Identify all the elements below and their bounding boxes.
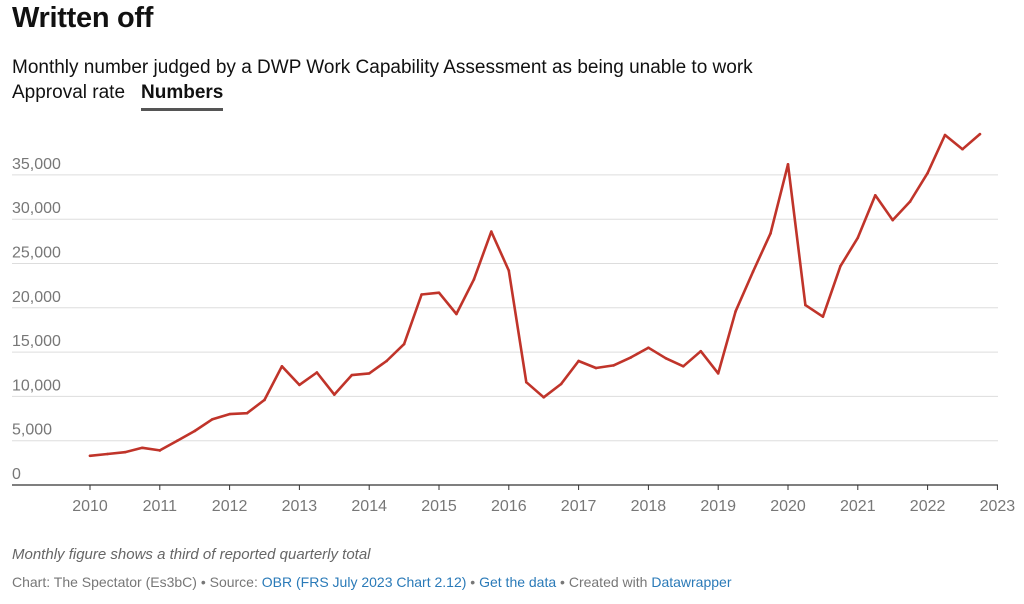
x-tick-label: 2020 — [770, 498, 806, 515]
data-point — [629, 356, 633, 359]
y-tick-label: 10,000 — [12, 377, 61, 394]
data-point — [141, 446, 144, 450]
series-line — [88, 132, 982, 458]
data-point — [647, 346, 650, 349]
data-point — [577, 359, 580, 363]
data-point — [612, 364, 615, 367]
y-tick-label: 5,000 — [12, 422, 52, 439]
data-point — [682, 364, 685, 368]
y-tick-label: 0 — [12, 466, 21, 483]
data-point — [175, 439, 179, 443]
x-tick-label: 2019 — [700, 498, 736, 515]
data-point — [804, 303, 807, 307]
x-tick-label: 2018 — [631, 498, 667, 515]
data-point — [559, 382, 563, 386]
chart-subtitle: Monthly number judged by a DWP Work Capa… — [12, 57, 753, 78]
chart-notes: Monthly figure shows a third of reported… — [12, 546, 371, 563]
data-point — [193, 429, 196, 433]
line-chart: 0 5,000 10,000 15,000 20,000 25,000 30,000 35,0… — [12, 132, 1016, 515]
x-tick-label: 2017 — [561, 498, 597, 515]
data-point — [280, 364, 284, 368]
y-tick-label: 20,000 — [12, 289, 61, 306]
data-point — [978, 132, 982, 136]
tab-approval-rate[interactable]: Approval rate — [12, 82, 126, 103]
data-point — [507, 269, 511, 272]
data-point — [228, 412, 231, 416]
data-point — [856, 236, 860, 240]
data-point — [594, 366, 598, 370]
data-point — [402, 342, 406, 346]
datawrapper-link[interactable]: Datawrapper — [651, 574, 732, 590]
data-point — [926, 171, 929, 175]
x-tick-label: 2014 — [351, 498, 387, 515]
data-point — [769, 232, 772, 235]
x-tick-label: 2016 — [491, 498, 527, 515]
data-point — [210, 418, 214, 421]
data-point — [455, 312, 458, 316]
data-point — [367, 372, 371, 375]
data-point — [873, 193, 877, 197]
data-point — [245, 411, 249, 415]
y-tick-label: 35,000 — [12, 156, 61, 173]
data-point — [891, 218, 894, 222]
data-point — [88, 454, 92, 458]
get-data-link[interactable]: Get the data — [479, 574, 557, 590]
data-point — [961, 147, 964, 151]
data-point — [385, 359, 388, 363]
footer-credit: Chart: The Spectator (Es3bC) • Source: — [12, 574, 262, 590]
y-tick-label: 15,000 — [12, 333, 61, 350]
data-point — [437, 291, 441, 295]
data-point — [524, 380, 528, 384]
data-point — [542, 395, 545, 399]
data-point — [420, 293, 423, 296]
x-tick-label: 2022 — [910, 498, 946, 515]
footer-separator: • — [466, 574, 480, 590]
chart-footer: Chart: The Spectator (Es3bC) • Source: O… — [12, 574, 731, 590]
data-point — [158, 449, 162, 452]
chart-title: Written off — [12, 2, 154, 34]
data-point — [908, 200, 912, 203]
data-point — [716, 372, 720, 375]
data-point — [664, 357, 668, 360]
data-point — [734, 310, 737, 313]
footer-created-with: • Created with — [556, 574, 652, 590]
data-point — [751, 270, 755, 273]
data-point — [263, 398, 266, 402]
y-tick-label: 25,000 — [12, 245, 61, 262]
x-tick-label: 2021 — [840, 498, 876, 515]
data-point — [472, 278, 476, 281]
data-point — [821, 315, 825, 318]
x-tick-label: 2023 — [980, 498, 1016, 515]
data-point — [350, 373, 354, 377]
data-point — [699, 349, 703, 353]
data-point — [298, 383, 301, 387]
data-point — [315, 371, 319, 374]
x-tick-label: 2010 — [72, 498, 108, 515]
x-tick-label: 2012 — [212, 498, 248, 515]
tab-numbers[interactable]: Numbers — [141, 82, 224, 111]
data-point — [943, 133, 947, 137]
data-point — [333, 393, 336, 396]
x-tick-label: 2013 — [282, 498, 318, 515]
data-point — [786, 162, 790, 166]
x-tick-label: 2015 — [421, 498, 457, 515]
data-point — [123, 450, 127, 454]
data-point — [839, 264, 842, 268]
view-toggle: Approval rate Numbers — [12, 82, 224, 111]
x-tick-label: 2011 — [143, 498, 178, 515]
y-tick-label: 30,000 — [12, 200, 61, 217]
source-link[interactable]: OBR (FRS July 2023 Chart 2.12) — [261, 574, 467, 590]
data-point — [106, 452, 109, 456]
data-point — [490, 230, 493, 233]
